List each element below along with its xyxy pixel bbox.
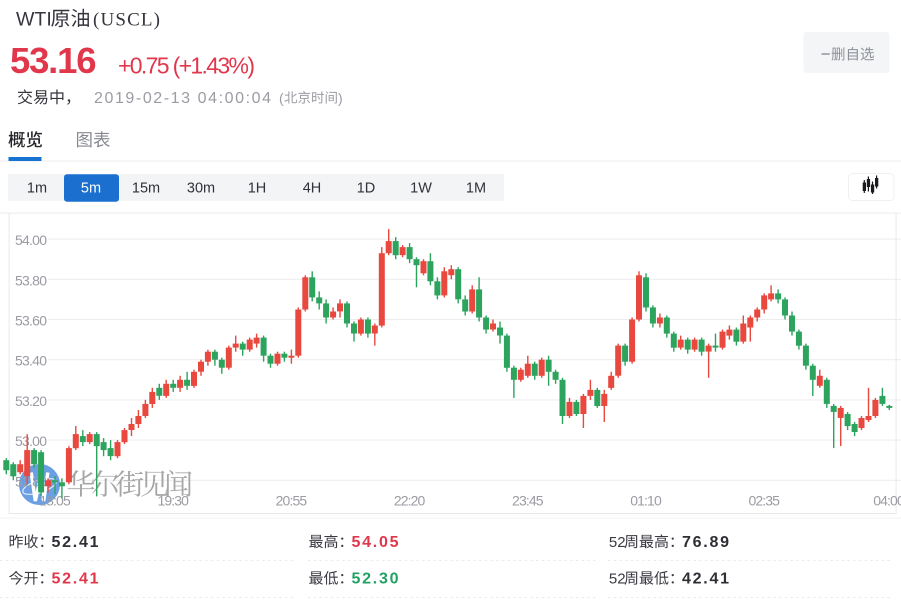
svg-text:18:05: 18:05 xyxy=(39,493,71,509)
svg-text:1m: 1m xyxy=(27,181,47,197)
svg-text:1M: 1M xyxy=(466,181,486,197)
svg-text:4H: 4H xyxy=(303,181,322,197)
svg-text:02:35: 02:35 xyxy=(748,493,780,509)
svg-text:52: 52 xyxy=(609,571,626,588)
svg-text:53.00: 53.00 xyxy=(15,433,47,449)
svg-text:23:45: 23:45 xyxy=(512,493,544,509)
svg-text:54.00: 54.00 xyxy=(15,232,47,248)
svg-text:53.16: 53.16 xyxy=(10,40,97,81)
svg-text:53.40: 53.40 xyxy=(15,353,47,369)
svg-text:01:10: 01:10 xyxy=(630,493,662,509)
svg-text:30m: 30m xyxy=(187,181,215,197)
svg-text:1H: 1H xyxy=(248,181,267,197)
svg-text:2019-02-13 04:00:04: 2019-02-13 04:00:04 xyxy=(94,90,271,107)
svg-text:52: 52 xyxy=(609,534,626,551)
svg-text:WTI: WTI xyxy=(16,9,52,31)
svg-text:42.41: 42.41 xyxy=(682,571,729,588)
svg-text:20:55: 20:55 xyxy=(276,493,308,509)
svg-text:(USCL): (USCL) xyxy=(93,10,160,31)
svg-text:53.60: 53.60 xyxy=(15,313,47,329)
svg-text:5m: 5m xyxy=(81,181,101,197)
svg-text:): ) xyxy=(338,90,343,106)
svg-text:(: ( xyxy=(279,90,284,106)
svg-text:52.30: 52.30 xyxy=(352,571,399,588)
svg-text:53.20: 53.20 xyxy=(15,393,47,409)
svg-text:52.41: 52.41 xyxy=(52,534,99,551)
svg-text:04:00: 04:00 xyxy=(873,493,901,509)
svg-text:53.80: 53.80 xyxy=(15,272,47,288)
svg-text:52.41: 52.41 xyxy=(52,571,99,588)
svg-text:15m: 15m xyxy=(132,181,160,197)
svg-text:+0.75 (+1.43%): +0.75 (+1.43%) xyxy=(118,53,255,79)
svg-text:1D: 1D xyxy=(357,181,376,197)
svg-text:19:30: 19:30 xyxy=(157,493,189,509)
svg-text:1W: 1W xyxy=(410,181,432,197)
svg-text:22:20: 22:20 xyxy=(394,493,426,509)
svg-text:76.89: 76.89 xyxy=(682,534,729,551)
svg-text:54.05: 54.05 xyxy=(352,534,399,551)
